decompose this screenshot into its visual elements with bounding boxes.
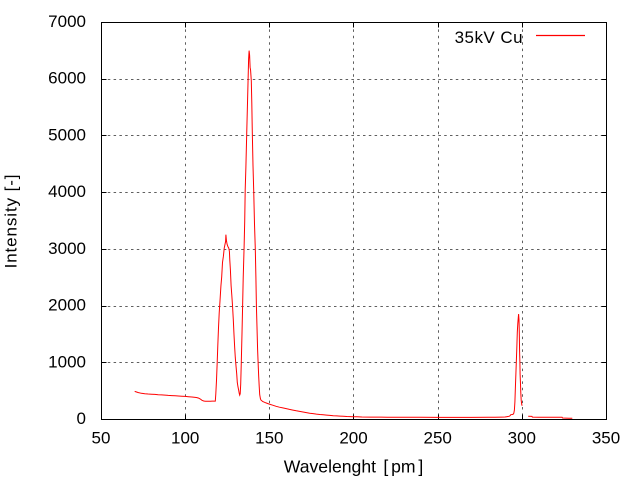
svg-text:250: 250 [424,429,452,448]
svg-text:1000: 1000 [48,352,86,371]
svg-text:300: 300 [508,429,536,448]
svg-text:2000: 2000 [48,296,86,315]
svg-text:6000: 6000 [48,69,86,88]
svg-text:5000: 5000 [48,125,86,144]
svg-text:100: 100 [171,429,199,448]
svg-text:3000: 3000 [48,239,86,258]
svg-text:0: 0 [77,409,86,428]
svg-text:7000: 7000 [48,12,86,31]
svg-text:50: 50 [92,429,111,448]
svg-text:4000: 4000 [48,182,86,201]
svg-text:200: 200 [339,429,367,448]
svg-text:350: 350 [592,429,620,448]
svg-text:Intensity [-]: Intensity [-] [2,174,21,269]
svg-text:35kV Cu: 35kV Cu [455,28,523,47]
svg-text:150: 150 [255,429,283,448]
svg-text:Wavelenght [pm]: Wavelenght [pm] [284,456,423,476]
